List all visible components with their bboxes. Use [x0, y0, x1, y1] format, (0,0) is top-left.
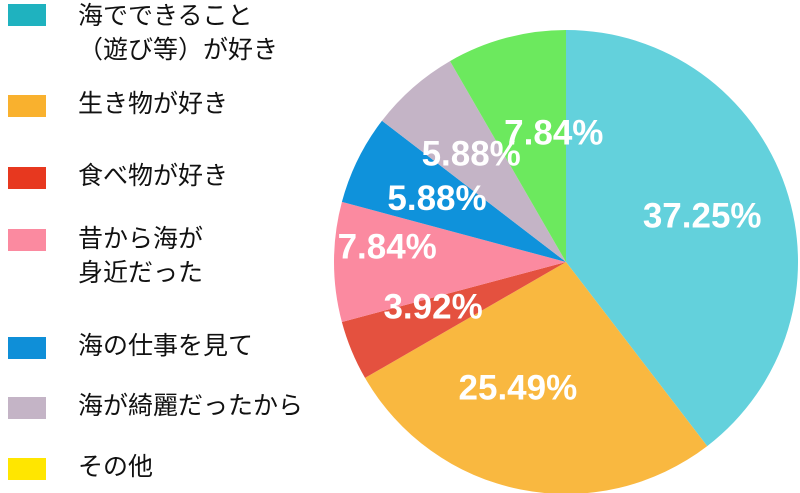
- pie-slice-labels: 37.25%25.49%3.92%7.84%5.88%5.88%7.84%: [338, 114, 762, 408]
- legend-swatch: [8, 167, 46, 189]
- pie-slice: [341, 262, 566, 378]
- legend-label: 食べ物が好き: [78, 161, 229, 190]
- legend-label: その他: [78, 452, 154, 481]
- legend-label: 海でできること （遊び等）が好き: [78, 1, 279, 64]
- pie-slice: [333, 201, 566, 322]
- pie-slice-label: 3.92%: [383, 288, 482, 327]
- pie-slice: [381, 61, 566, 262]
- legend-label: 海の仕事を見て: [78, 331, 254, 360]
- legend-swatch: [8, 4, 46, 26]
- pie-slice-label: 7.84%: [504, 114, 603, 153]
- pie-slice-label: 5.88%: [422, 134, 521, 173]
- legend-swatch: [8, 337, 46, 359]
- pie-slice: [341, 120, 566, 262]
- pie-chart: 37.25%25.49%3.92%7.84%5.88%5.88%7.84%: [333, 30, 799, 493]
- pie-slice-label: 25.49%: [459, 369, 578, 408]
- legend-label: 海が綺麗だったから: [78, 391, 304, 420]
- legend-swatch: [8, 458, 46, 480]
- pie-slice: [450, 30, 566, 262]
- pie-slices: [333, 30, 799, 493]
- pie-slice: [566, 30, 799, 447]
- pie-slice-label: 37.25%: [643, 196, 762, 235]
- legend-swatch: [8, 229, 46, 251]
- legend-swatch: [8, 397, 46, 419]
- legend-label: 生き物が好き: [78, 89, 229, 118]
- legend-swatch: [8, 95, 46, 117]
- chart-legend: 海でできること （遊び等）が好き生き物が好き 食べ物が好き昔から海が 身近だった海…: [0, 0, 370, 493]
- legend-label: 昔から海が 身近だった: [78, 224, 204, 287]
- pie-slice: [365, 262, 708, 493]
- pie-slice-label: 7.84%: [338, 228, 437, 267]
- pie-slice-label: 5.88%: [387, 179, 486, 218]
